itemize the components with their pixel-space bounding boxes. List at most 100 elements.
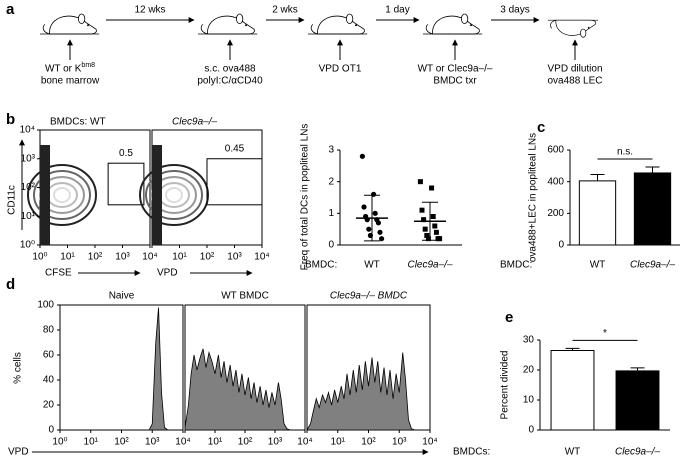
- x-axis-label: VPD: [8, 447, 29, 458]
- data-point: [422, 226, 428, 232]
- y-tick-label: 0: [48, 425, 54, 436]
- x-tick-label: Clec9a–/–: [630, 260, 675, 271]
- y-tick-label: 80: [43, 325, 55, 336]
- bar: [633, 172, 672, 246]
- y-axis-label: Freq of total DCs in popliteal LNs: [300, 124, 311, 271]
- x-tick-label: 10¹: [60, 252, 75, 263]
- y-axis-label: CD11c: [7, 185, 18, 215]
- x-tick-label: 10²: [200, 252, 215, 263]
- plot-title: Clec9a–/–: [172, 117, 217, 128]
- error-bar: [565, 347, 580, 351]
- error-bar: [645, 166, 660, 173]
- stage-caption: ova488 LEC: [547, 76, 602, 87]
- panel-label: b: [6, 111, 15, 128]
- x-tick-label: 10³: [268, 437, 283, 448]
- stage-caption: VPD OT1: [319, 64, 362, 75]
- x-tick-label: 10⁴: [297, 437, 312, 448]
- y-axis-label: % cells: [13, 352, 24, 384]
- error-bar: [630, 367, 645, 371]
- panel-label: c: [537, 119, 545, 136]
- mouse-icon: [39, 13, 100, 35]
- data-point: [433, 229, 439, 235]
- x-tick-label: 10¹: [331, 437, 346, 448]
- y-axis-label: ova488+LEC in popliteal LNs: [528, 133, 539, 262]
- x-tick-label: 10³: [227, 252, 242, 263]
- density-contour: [33, 170, 91, 220]
- density-core: [40, 145, 50, 245]
- y-tick-label: 10: [523, 395, 535, 406]
- plot-frame: [59, 304, 184, 431]
- gate: [206, 158, 263, 206]
- histogram-area: [184, 348, 291, 431]
- density-contour: [145, 170, 203, 220]
- data-point: [421, 217, 427, 223]
- x-tick-label: 10¹: [208, 437, 223, 448]
- significance-label: n.s.: [617, 147, 633, 158]
- y-tick-label: 40: [43, 375, 55, 386]
- y-axis-label: Percent divided: [500, 351, 511, 420]
- error-bar: [422, 201, 438, 241]
- y-tick-label: 60: [43, 350, 55, 361]
- superscript: bm8: [81, 62, 95, 69]
- x-tick-label: 10²: [361, 437, 376, 448]
- density-core: [152, 145, 162, 245]
- group-label: BMDC:: [500, 260, 532, 271]
- x-tick-label: 10⁴: [422, 437, 437, 448]
- x-tick-label: 10³: [392, 437, 407, 448]
- y-tick-label: 0: [528, 425, 534, 436]
- plot-title: Clec9a–/– BMDC: [330, 291, 408, 302]
- stage-caption: VPD dilution: [547, 64, 602, 75]
- density-contour: [158, 182, 190, 208]
- interval-label: 2 wks: [272, 5, 298, 16]
- y-tick-label: 2: [328, 176, 334, 187]
- mouse-icon: [422, 13, 483, 35]
- data-point: [366, 226, 372, 232]
- y-tick-label: 10²: [21, 182, 36, 193]
- data-point: [419, 207, 425, 213]
- y-tick-label: 3: [328, 145, 334, 156]
- y-tick-label: 400: [547, 176, 564, 187]
- data-point: [424, 233, 430, 238]
- y-tick-label: 10⁴: [20, 125, 35, 136]
- data-point: [417, 179, 423, 185]
- y-tick-label: 200: [547, 208, 564, 219]
- mouse-icon: [197, 13, 258, 35]
- y-tick-label: 20: [523, 365, 535, 376]
- panel-label: e: [505, 309, 513, 326]
- interval-label: 1 day: [385, 5, 409, 16]
- data-point: [375, 220, 381, 226]
- x-tick-label: Clec9a–/–: [615, 447, 660, 458]
- x-tick-label: WT: [565, 447, 581, 458]
- interval-label: 12 wks: [134, 5, 165, 16]
- mouse-icon: [307, 13, 368, 35]
- x-tick-label: 10⁰: [32, 252, 47, 263]
- data-point: [425, 236, 431, 242]
- x-tick-label: 10⁰: [52, 437, 67, 448]
- stage-caption: bone marrow: [41, 76, 100, 87]
- stage-caption: BMDC txr: [433, 76, 477, 87]
- x-tick-label: Clec9a–/–: [407, 260, 452, 271]
- y-tick-label: 30: [523, 335, 535, 346]
- data-point: [432, 223, 438, 229]
- density-contour: [27, 164, 97, 226]
- y-tick-label: 100: [37, 300, 54, 311]
- plot-title: WT BMDC: [221, 291, 269, 302]
- data-point: [372, 210, 378, 216]
- histogram-area: [60, 307, 169, 431]
- bar: [578, 180, 617, 246]
- y-tick-label: 0: [558, 240, 564, 251]
- gate-label: 0.5: [119, 148, 133, 159]
- panel-label: d: [6, 276, 15, 293]
- plot-title: BMDCs: WT: [50, 117, 106, 128]
- stage-caption: WT or Kbm8: [45, 62, 95, 75]
- y-tick-label: 0: [328, 240, 334, 251]
- plot-title: Naive: [109, 291, 135, 302]
- x-tick-label: 10²: [114, 437, 129, 448]
- x-tick-label: WT: [590, 260, 606, 271]
- y-tick-label: 10¹: [21, 211, 36, 222]
- density-contour: [46, 182, 78, 208]
- error-bar: [590, 174, 605, 181]
- x-tick-label: 10³: [115, 252, 130, 263]
- x-tick-label: 10²: [238, 437, 253, 448]
